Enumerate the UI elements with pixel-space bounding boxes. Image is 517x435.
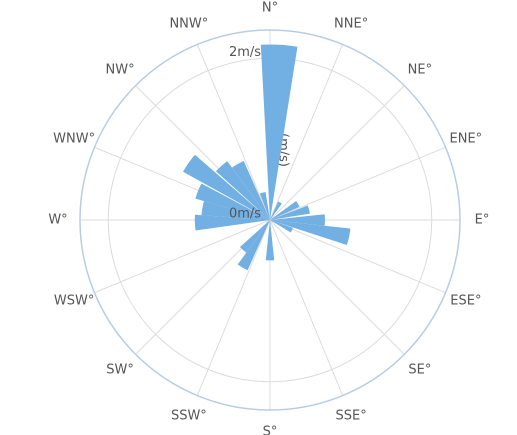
r-tick-label: 2m/s — [229, 45, 261, 60]
spoke — [269, 44, 344, 221]
spoke — [94, 219, 271, 294]
bar — [201, 201, 270, 220]
bar — [231, 160, 270, 220]
compass-label: S° — [263, 425, 278, 435]
compass-label: W° — [48, 213, 67, 228]
bar — [215, 161, 270, 220]
bar — [194, 214, 270, 231]
compass-label: WNW° — [53, 131, 95, 146]
outer-ring — [79, 29, 461, 411]
r-tick-label: 0m/s — [229, 207, 261, 222]
spoke — [269, 219, 344, 396]
compass-label: NW° — [106, 63, 135, 78]
bar — [239, 220, 270, 253]
spoke — [196, 219, 271, 396]
bar — [195, 183, 270, 220]
bar — [259, 192, 270, 220]
compass-label: NNE° — [334, 17, 368, 32]
spoke — [196, 44, 271, 221]
compass-label: ENE° — [450, 131, 483, 146]
bar — [270, 200, 300, 220]
compass-label: SW° — [106, 362, 134, 377]
bar — [260, 44, 298, 220]
bar — [265, 220, 275, 261]
compass-label: ESE° — [450, 294, 481, 309]
bar — [237, 220, 270, 271]
spoke — [269, 85, 405, 221]
bar — [183, 154, 270, 220]
compass-label: SSW° — [171, 408, 207, 423]
bar — [270, 220, 293, 233]
spoke — [269, 219, 446, 294]
compass-label: N° — [262, 1, 278, 16]
spoke — [269, 219, 405, 355]
compass-label: WSW° — [54, 294, 94, 309]
compass-label: NE° — [408, 63, 432, 78]
bar — [270, 214, 325, 226]
compass-label: SSE° — [336, 408, 367, 423]
compass-label: E° — [475, 213, 490, 228]
bar — [270, 220, 351, 245]
bar — [270, 201, 282, 220]
compass-label: SE° — [408, 362, 431, 377]
spoke — [269, 146, 446, 221]
compass-label: NNW° — [169, 17, 208, 32]
bar — [270, 205, 310, 220]
